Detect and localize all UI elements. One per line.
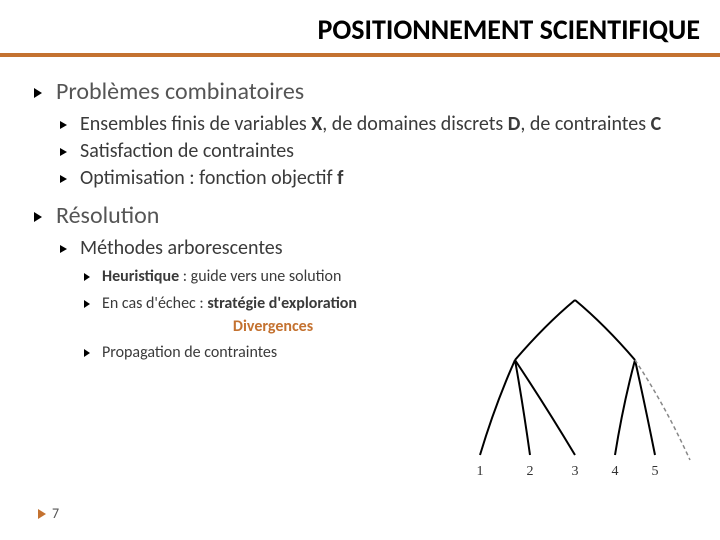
slide-title: POSITIONNEMENT SCIENTIFIQUE [0,0,720,53]
tree-diagram: 1 2 3 4 5 [450,290,700,490]
leaf-label: 4 [612,464,619,479]
list-item: Satisfaction de contraintes [60,139,700,164]
list-item: Propagation de contraintes [84,343,444,364]
list-item: Optimisation : fonction objectif f [60,166,700,191]
text-bold: stratégie d'exploration [207,294,357,313]
leaf-label: 5 [652,464,659,479]
heading-problemes: Problèmes combinatoires [34,77,700,106]
page-number: 7 [38,505,59,522]
list-item: Ensembles finis de variables X, de domai… [60,112,700,137]
highlight-divergences: Divergences [102,317,444,338]
heading-resolution: Résolution [34,201,700,230]
leaf-label: 2 [527,464,534,479]
list-item: En cas d'échec : stratégie d'exploration… [84,294,444,338]
leaf-label: 3 [572,464,579,479]
leaf-label: 1 [477,464,484,479]
subheading-methodes: Méthodes arborescentes [60,236,700,261]
text: En cas d'échec : [102,294,207,313]
list-item: Heuristique : guide vers une solution [84,267,444,288]
